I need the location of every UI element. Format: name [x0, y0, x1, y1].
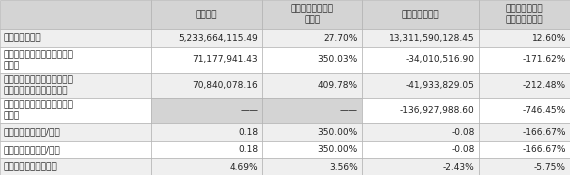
- Text: 70,840,078.16: 70,840,078.16: [193, 81, 258, 90]
- Text: 营业收入（元）: 营业收入（元）: [3, 34, 41, 43]
- Bar: [0, 47, 151, 73]
- Text: -0.08: -0.08: [451, 128, 475, 137]
- Text: ——: ——: [340, 106, 358, 115]
- Text: 本报告期: 本报告期: [196, 10, 217, 19]
- Text: -166.67%: -166.67%: [523, 145, 566, 154]
- Bar: [479, 141, 570, 158]
- Text: -41,933,829.05: -41,933,829.05: [406, 81, 475, 90]
- Bar: [362, 123, 479, 141]
- Bar: [0, 73, 151, 98]
- Text: -34,010,516.90: -34,010,516.90: [406, 55, 475, 64]
- Text: 加权平均净资产收益率: 加权平均净资产收益率: [3, 163, 57, 172]
- Bar: [262, 0, 362, 29]
- Bar: [151, 98, 262, 123]
- Bar: [362, 73, 479, 98]
- Text: -171.62%: -171.62%: [523, 55, 566, 64]
- Text: -2.43%: -2.43%: [443, 163, 475, 172]
- Text: 13,311,590,128.45: 13,311,590,128.45: [389, 34, 475, 43]
- Bar: [151, 0, 262, 29]
- Bar: [151, 73, 262, 98]
- Bar: [362, 98, 479, 123]
- Text: -212.48%: -212.48%: [523, 81, 566, 90]
- Text: 基本每股收益（元/股）: 基本每股收益（元/股）: [3, 128, 60, 137]
- Bar: [262, 47, 362, 73]
- Text: 0.18: 0.18: [238, 145, 258, 154]
- Bar: [479, 158, 570, 175]
- Text: 350.03%: 350.03%: [317, 55, 358, 64]
- Bar: [0, 141, 151, 158]
- Bar: [0, 98, 151, 123]
- Bar: [151, 141, 262, 158]
- Text: 409.78%: 409.78%: [318, 81, 358, 90]
- Bar: [362, 47, 479, 73]
- Bar: [479, 29, 570, 47]
- Text: -5.75%: -5.75%: [534, 163, 566, 172]
- Bar: [362, 141, 479, 158]
- Bar: [362, 29, 479, 47]
- Text: ——: ——: [240, 106, 258, 115]
- Text: 本报告期比上年同
期增减: 本报告期比上年同 期增减: [291, 4, 333, 25]
- Bar: [479, 98, 570, 123]
- Bar: [262, 98, 362, 123]
- Text: 0.18: 0.18: [238, 128, 258, 137]
- Text: -0.08: -0.08: [451, 145, 475, 154]
- Bar: [0, 123, 151, 141]
- Bar: [0, 29, 151, 47]
- Bar: [151, 47, 262, 73]
- Bar: [479, 0, 570, 29]
- Text: 12.60%: 12.60%: [532, 34, 566, 43]
- Text: -166.67%: -166.67%: [523, 128, 566, 137]
- Text: 27.70%: 27.70%: [324, 34, 358, 43]
- Bar: [151, 29, 262, 47]
- Bar: [262, 158, 362, 175]
- Bar: [0, 158, 151, 175]
- Text: 3.56%: 3.56%: [329, 163, 358, 172]
- Text: 350.00%: 350.00%: [317, 145, 358, 154]
- Bar: [151, 158, 262, 175]
- Bar: [262, 141, 362, 158]
- Bar: [262, 73, 362, 98]
- Text: -746.45%: -746.45%: [523, 106, 566, 115]
- Bar: [362, 158, 479, 175]
- Text: 经营活动产生的现金流量净额
（元）: 经营活动产生的现金流量净额 （元）: [3, 101, 74, 121]
- Bar: [262, 123, 362, 141]
- Text: 年初至报告期末: 年初至报告期末: [401, 10, 439, 19]
- Text: 5,233,664,115.49: 5,233,664,115.49: [178, 34, 258, 43]
- Bar: [479, 47, 570, 73]
- Text: 71,177,941.43: 71,177,941.43: [193, 55, 258, 64]
- Bar: [151, 123, 262, 141]
- Text: 归属于上市公司股东的净利润
（元）: 归属于上市公司股东的净利润 （元）: [3, 50, 74, 70]
- Text: 归属于上市公司股东的扣除非
经常性损益的净利润（元）: 归属于上市公司股东的扣除非 经常性损益的净利润（元）: [3, 75, 74, 95]
- Bar: [362, 0, 479, 29]
- Text: -136,927,988.60: -136,927,988.60: [400, 106, 475, 115]
- Bar: [262, 29, 362, 47]
- Bar: [0, 0, 151, 29]
- Text: 稀释每股收益（元/股）: 稀释每股收益（元/股）: [3, 145, 60, 154]
- Bar: [479, 73, 570, 98]
- Bar: [479, 123, 570, 141]
- Text: 4.69%: 4.69%: [230, 163, 258, 172]
- Text: 350.00%: 350.00%: [317, 128, 358, 137]
- Text: 年初至报告期末
比上年同期增减: 年初至报告期末 比上年同期增减: [506, 4, 543, 25]
